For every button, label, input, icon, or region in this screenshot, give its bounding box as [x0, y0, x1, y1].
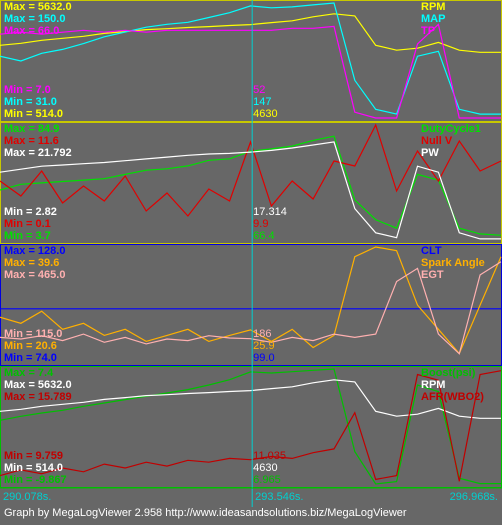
min-label: Min = 2.82: [4, 206, 57, 218]
min-label: Min = 31.0: [4, 96, 57, 108]
min-label: Min = 3.7: [4, 230, 51, 242]
cursor-value: 17.314: [253, 206, 287, 218]
time-end: 296.968s.: [450, 491, 498, 503]
cursor-value: 52: [253, 84, 265, 96]
trace: [0, 23, 501, 119]
trace: [0, 379, 501, 419]
series-name: PW: [421, 147, 439, 159]
max-label: Max = 465.0: [4, 269, 65, 281]
series-name: EGT: [421, 269, 444, 281]
cursor-value: 147: [253, 96, 271, 108]
trace: [0, 141, 501, 240]
max-label: Max = 128.0: [4, 245, 65, 257]
trace: [0, 123, 502, 217]
min-label: Min = 514.0: [4, 462, 63, 474]
max-label: Max = 21.792: [4, 147, 72, 159]
cursor-value: 4630: [253, 108, 277, 120]
series-name: MAP: [421, 13, 445, 25]
max-label: Max = 5632.0: [4, 379, 72, 391]
max-label: Max = 11.6: [4, 135, 59, 147]
trace: [0, 135, 502, 236]
max-label: Max = 150.0: [4, 13, 65, 25]
trace: [0, 261, 502, 355]
time-cursor: 293.546s.: [255, 491, 303, 503]
max-label: Max = 7.4: [4, 367, 54, 379]
cursor-value: 186: [253, 328, 271, 340]
min-label: Min = 0.1: [4, 218, 51, 230]
cursor-value: 4630: [253, 462, 277, 474]
min-label: Min = 9.759: [4, 450, 63, 462]
cursor-value: 25.9: [253, 340, 274, 352]
trace: [0, 368, 501, 485]
min-label: Min = 74.0: [4, 352, 57, 364]
cursor-value: 66.4: [253, 230, 274, 242]
cursor-value: 99.0: [253, 352, 274, 364]
trace: [0, 2, 501, 115]
cursor-value: 11.035: [253, 450, 286, 462]
trace: [0, 13, 501, 53]
time-start: 290.078s.: [3, 491, 51, 503]
trace: [0, 370, 502, 482]
cursor-value: 9.9: [253, 218, 268, 230]
series-name: RPM: [421, 1, 445, 13]
max-label: Max = 5632.0: [4, 1, 72, 13]
trace: [0, 246, 502, 355]
series-name: AFR(WBO2): [421, 391, 484, 403]
min-label: Min = 7.0: [4, 84, 51, 96]
series-name: Boost(psi): [421, 367, 476, 379]
series-name: RPM: [421, 379, 445, 391]
min-label: Min = 20.6: [4, 340, 57, 352]
max-label: Max = 84.9: [4, 123, 59, 135]
max-label: Max = 15.789: [4, 391, 72, 403]
min-label: Min = 514.0: [4, 108, 63, 120]
series-name: CLT: [421, 245, 442, 257]
footer: Graph by MegaLogViewer 2.958 http://www.…: [4, 507, 407, 519]
max-label: Max = 39.6: [4, 257, 59, 269]
series-name: Spark Angle: [421, 257, 485, 269]
min-label: Min = 115.0: [4, 328, 62, 340]
series-name: Null V: [421, 135, 453, 147]
min-label: Min = -9.867: [4, 474, 67, 486]
cursor-value: 6.965: [253, 474, 281, 486]
max-label: Max = 66.0: [4, 25, 59, 37]
series-name: TP: [421, 25, 435, 37]
series-name: DutyCycle1: [421, 123, 481, 135]
